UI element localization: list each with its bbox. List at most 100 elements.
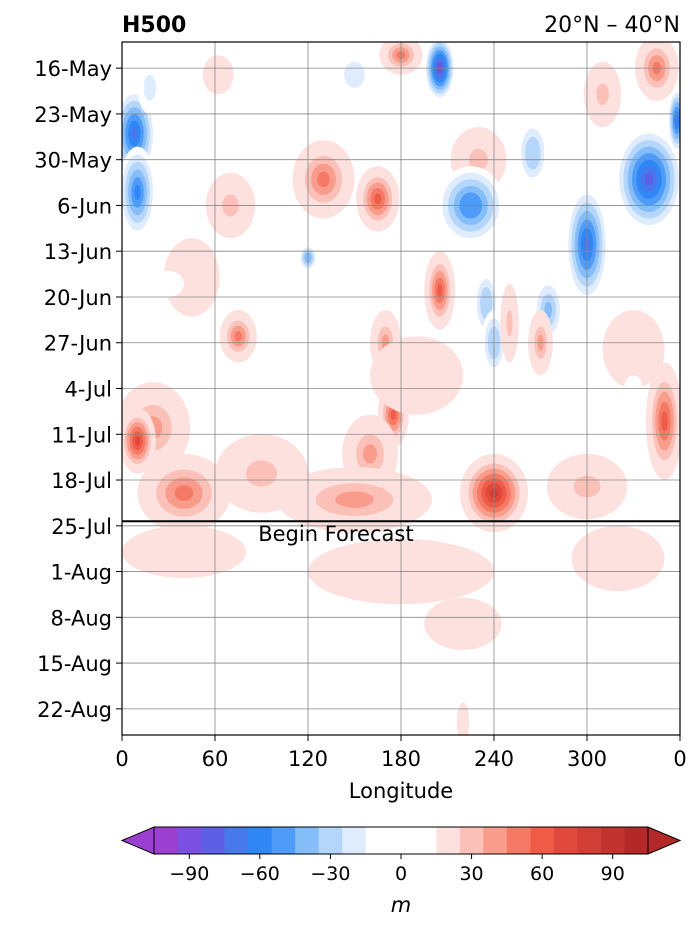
anomaly-feature xyxy=(583,61,622,127)
y-tick-label: 8-Aug xyxy=(51,606,112,630)
colorbar-swatch xyxy=(530,827,555,854)
x-tick-label: 0 xyxy=(115,747,128,771)
anomaly-feature xyxy=(339,55,370,95)
anomaly-feature xyxy=(602,310,665,389)
anomaly-feature xyxy=(137,61,163,114)
colorbar-under-arrow xyxy=(120,826,155,855)
colorbar-tick-label: 90 xyxy=(601,863,625,885)
anomaly-feature xyxy=(122,146,157,239)
anomaly-band xyxy=(661,411,668,431)
anomaly-band xyxy=(349,68,360,82)
anomaly-band xyxy=(234,330,242,342)
colorbar-swatch xyxy=(154,827,179,854)
y-tick-label: 16-May xyxy=(34,57,112,81)
anomaly-feature xyxy=(424,251,456,330)
anomaly-feature xyxy=(571,525,665,592)
y-tick-label: 25-Jul xyxy=(51,515,112,539)
anomaly-band xyxy=(363,444,377,464)
colorbar-unit-label: m xyxy=(391,893,411,917)
x-tick-label: 60 xyxy=(202,747,229,771)
anomaly-feature xyxy=(137,453,231,533)
anomaly-feature xyxy=(202,55,234,95)
begin-forecast-label: Begin Forecast xyxy=(258,522,413,546)
chart-title-right: 20°N – 40°N xyxy=(544,13,680,38)
y-tick-label: 18-Jul xyxy=(51,469,112,493)
x-axis-ticks: 0 60 120 180 240 300 0 xyxy=(115,735,687,771)
colorbar-swatch xyxy=(295,827,320,854)
anomaly-band xyxy=(134,184,141,200)
x-tick-label: 0 xyxy=(673,747,686,771)
anomaly-band xyxy=(390,409,396,421)
y-tick-label: 27-Jun xyxy=(44,332,112,356)
anomaly-feature xyxy=(424,597,502,651)
y-tick-label: 30-May xyxy=(34,149,112,173)
x-tick-label: 240 xyxy=(474,747,514,771)
anomaly-band xyxy=(506,310,513,337)
anomaly-feature xyxy=(424,42,456,101)
colorbar-swatch xyxy=(248,827,273,854)
anomaly-feature xyxy=(667,87,680,154)
y-tick-label: 6-Jun xyxy=(57,194,112,218)
anomaly-feature xyxy=(122,525,246,579)
anomaly-band xyxy=(675,115,679,126)
x-tick-label: 180 xyxy=(381,747,421,771)
y-tick-label: 1-Aug xyxy=(51,561,112,585)
anomaly-feature xyxy=(153,270,184,297)
colorbar-swatch xyxy=(177,827,202,854)
x-tick-label: 300 xyxy=(567,747,607,771)
anomaly-band xyxy=(160,277,177,291)
colorbar-tick-label: 60 xyxy=(530,863,554,885)
anomaly-band xyxy=(594,542,642,575)
colorbar-swatch xyxy=(553,827,578,854)
y-axis-ticks: 16-May 23-May 30-May 6-Jun 13-Jun 20-Jun 27-Ju… xyxy=(34,57,122,722)
colorbar-swatch xyxy=(342,827,367,854)
anomaly-band xyxy=(177,257,206,297)
anomaly-band xyxy=(131,126,138,141)
colorbar-swatch xyxy=(271,827,296,854)
colorbar-swatch xyxy=(483,827,508,854)
chart-title-left: H500 xyxy=(122,13,186,38)
anomaly-band xyxy=(335,491,374,508)
colorbar-swatch xyxy=(318,827,343,854)
anomaly-band xyxy=(246,460,277,487)
anomaly-band xyxy=(483,295,490,312)
colorbar-swatch xyxy=(459,827,484,854)
colorbar-swatch xyxy=(600,827,625,854)
colorbar-swatch xyxy=(624,827,649,854)
y-tick-label: 23-May xyxy=(34,103,112,127)
anomaly-feature xyxy=(500,283,519,363)
anomaly-feature xyxy=(370,336,463,415)
colorbar-swatch xyxy=(365,827,437,854)
anomaly-band xyxy=(618,329,649,369)
x-tick-label: 120 xyxy=(288,747,328,771)
colorbar-swatch xyxy=(436,827,461,854)
anomaly-band xyxy=(424,597,502,651)
anomaly-band xyxy=(644,172,654,186)
colorbar-tick-label: −30 xyxy=(310,863,350,885)
plot-area: Begin Forecast xyxy=(121,41,681,736)
anomaly-band xyxy=(317,171,330,188)
anomaly-band xyxy=(122,525,246,579)
anomaly-band xyxy=(528,144,537,162)
colorbar-tick-label: 0 xyxy=(395,863,407,885)
colorbar-swatch xyxy=(224,827,249,854)
anomaly-feature xyxy=(645,362,680,481)
y-tick-label: 20-Jun xyxy=(44,286,112,310)
y-tick-label: 13-Jun xyxy=(44,240,112,264)
y-tick-label: 11-Jul xyxy=(51,423,112,447)
anomaly-band xyxy=(174,485,194,501)
anomaly-feature xyxy=(215,434,308,513)
y-tick-label: 22-Aug xyxy=(37,698,112,722)
colorbar: −90 −60 −30 0 30 60 90 xyxy=(120,826,682,885)
y-tick-label: 4-Jul xyxy=(65,378,112,402)
anomaly-band xyxy=(437,283,443,297)
colorbar-swatch xyxy=(201,827,226,854)
anomaly-feature xyxy=(122,408,157,474)
anomaly-feature xyxy=(219,310,257,363)
x-axis-label: Longitude xyxy=(349,779,453,803)
anomaly-band xyxy=(210,64,226,85)
anomaly-band xyxy=(459,712,467,732)
anomaly-feature xyxy=(292,140,355,219)
anomaly-feature xyxy=(456,702,470,735)
